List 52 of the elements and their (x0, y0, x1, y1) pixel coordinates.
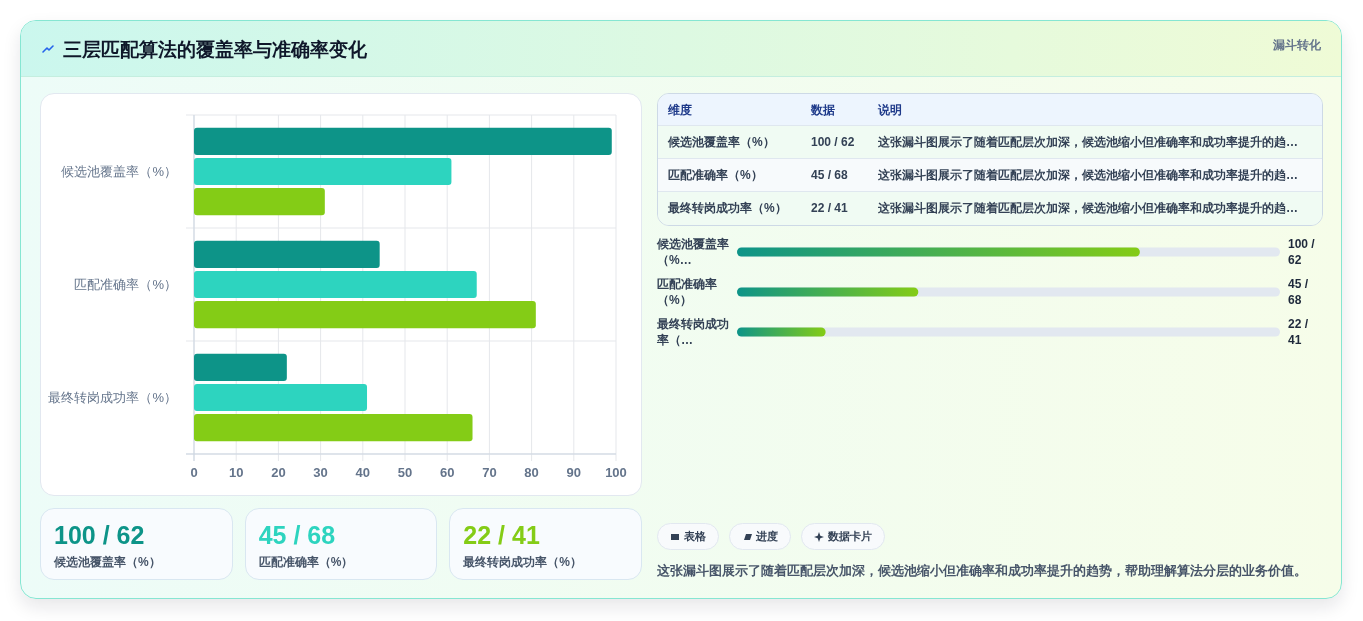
chart-title: 三层匹配算法的覆盖率与准确率变化 (63, 38, 367, 62)
text: 45 / 68 (1288, 276, 1309, 308)
text: 表格 (684, 529, 706, 544)
text: 22 / 41 (811, 200, 848, 217)
x-tick-label: 30 (313, 464, 328, 480)
x-tick-label: 50 (397, 464, 413, 480)
bar (194, 188, 325, 216)
text: 这张漏斗图展示了随着匹配层次加深，候选池缩小但准确率和成功率提升的趋… (878, 134, 1298, 151)
y-tick-label: 候选池覆盖率（%） (61, 164, 177, 179)
x-tick-label: 70 (482, 464, 497, 480)
text: 维度 (668, 102, 692, 119)
x-tick-label: 60 (439, 464, 455, 480)
text: 这张漏斗图展示了随着匹配层次加深，候选池缩小但准确率和成功率提升的趋… (878, 200, 1298, 217)
y-tick-label: 匹配准确率（%） (657, 276, 718, 308)
text: 数据卡片 (828, 529, 872, 544)
y-tick-label: 最终转岗成功率（… (657, 316, 730, 348)
text: 进度 (756, 529, 778, 544)
x-tick-label: 20 (271, 464, 286, 480)
text: 22 / 41 (1288, 316, 1309, 348)
text: 漏斗转化 (1273, 37, 1321, 53)
text: 这张漏斗图展示了随着匹配层次加深，候选池缩小但准确率和成功率提升的趋势，帮助理解算法分层的业务价值。 (657, 562, 1307, 580)
bar (194, 301, 536, 329)
text: 45 / 68 (258, 520, 336, 551)
text: 22 / 41 (463, 520, 540, 551)
x-tick-label: 80 (524, 464, 539, 480)
text: 最终转岗成功率（%） (668, 200, 787, 217)
text: 100 / 62 (811, 134, 855, 151)
text: 这张漏斗图展示了随着匹配层次加深，候选池缩小但准确率和成功率提升的趋… (878, 167, 1298, 184)
y-tick-label: 匹配准确率（%） (74, 277, 177, 292)
x-tick-label: 100 (605, 464, 627, 480)
text: 100 / 62 (54, 520, 145, 551)
text: 说明 (878, 102, 902, 119)
x-tick-label: 0 (190, 464, 198, 480)
bar (194, 270, 477, 299)
y-tick-label: 最终转岗成功率（%） (48, 390, 177, 405)
text: 100 / 62 (1288, 236, 1316, 268)
y-tick-label: 候选池覆盖率（%… (657, 236, 730, 268)
text: 45 / 68 (811, 167, 848, 184)
bar (194, 127, 612, 155)
bar (194, 414, 473, 442)
text: 匹配准确率（%） (668, 167, 763, 184)
bar (194, 240, 380, 268)
text: 最终转岗成功率（%） (463, 554, 582, 570)
bar (194, 383, 368, 412)
x-tick-label: 90 (566, 464, 582, 480)
bar (194, 157, 452, 186)
x-tick-label: 40 (355, 464, 371, 480)
text: 候选池覆盖率（%） (668, 134, 775, 151)
text: 数据 (811, 102, 835, 119)
bar (194, 353, 287, 381)
x-tick-label: 10 (228, 464, 244, 480)
text: 匹配准确率（%） (258, 554, 354, 570)
